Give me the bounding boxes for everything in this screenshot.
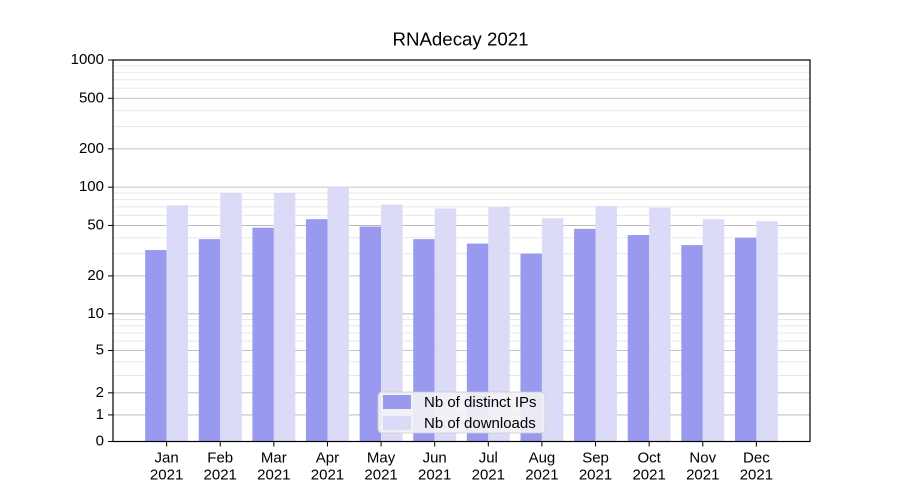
svg-text:100: 100 [79, 178, 104, 195]
svg-text:2021: 2021 [150, 467, 183, 484]
svg-text:5: 5 [96, 342, 104, 359]
svg-text:2021: 2021 [525, 467, 558, 484]
svg-text:Mar: Mar [261, 450, 287, 467]
svg-text:Sep: Sep [582, 450, 609, 467]
svg-text:20: 20 [87, 267, 104, 284]
svg-text:1000: 1000 [71, 51, 104, 68]
svg-text:2021: 2021 [740, 467, 773, 484]
svg-text:Nb of downloads: Nb of downloads [424, 415, 536, 432]
svg-text:Jan: Jan [155, 450, 179, 467]
svg-text:50: 50 [87, 216, 104, 233]
svg-text:10: 10 [87, 305, 104, 322]
svg-text:2021: 2021 [472, 467, 505, 484]
svg-text:2021: 2021 [632, 467, 665, 484]
svg-text:Oct: Oct [637, 450, 661, 467]
svg-text:Feb: Feb [207, 450, 233, 467]
svg-text:2021: 2021 [364, 467, 397, 484]
svg-text:0: 0 [96, 433, 104, 450]
svg-text:2021: 2021 [579, 467, 612, 484]
svg-text:Aug: Aug [529, 450, 556, 467]
svg-text:2021: 2021 [418, 467, 451, 484]
svg-text:500: 500 [79, 89, 104, 106]
svg-text:2021: 2021 [311, 467, 344, 484]
svg-text:Nov: Nov [689, 450, 716, 467]
svg-text:Jul: Jul [479, 450, 498, 467]
svg-text:RNAdecay 2021: RNAdecay 2021 [392, 29, 528, 50]
svg-text:Dec: Dec [743, 450, 770, 467]
svg-text:May: May [367, 450, 396, 467]
svg-text:Apr: Apr [316, 450, 339, 467]
svg-text:Jun: Jun [423, 450, 447, 467]
svg-text:200: 200 [79, 140, 104, 157]
svg-text:2021: 2021 [257, 467, 290, 484]
svg-text:Nb of distinct IPs: Nb of distinct IPs [424, 394, 537, 411]
svg-text:2021: 2021 [686, 467, 719, 484]
svg-text:1: 1 [96, 406, 104, 423]
svg-text:2: 2 [96, 384, 104, 401]
svg-text:2021: 2021 [204, 467, 237, 484]
